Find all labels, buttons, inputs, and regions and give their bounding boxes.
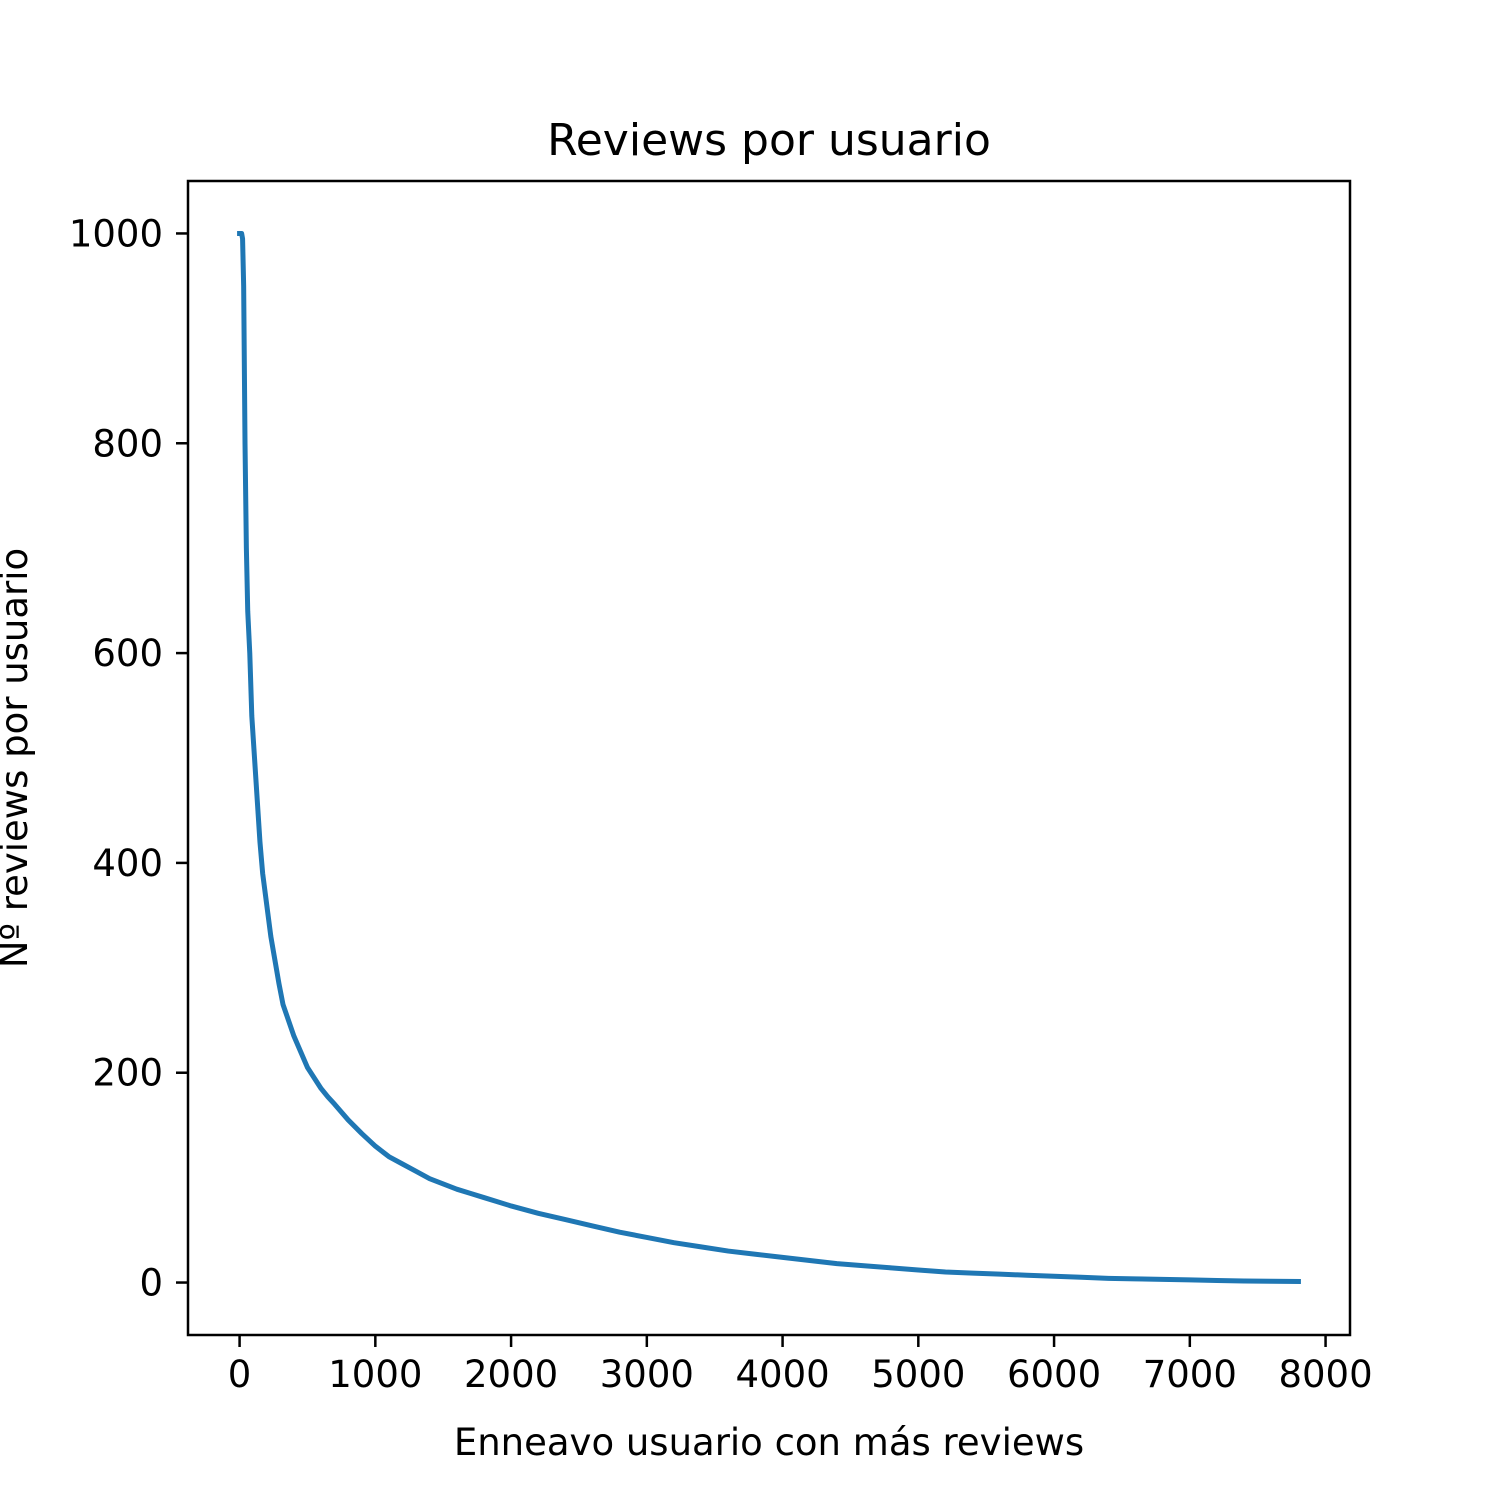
plot-area [237, 230, 1301, 1285]
y-tick-label: 600 [92, 632, 163, 675]
y-tick-label: 800 [92, 422, 163, 465]
chart-title: Reviews por usuario [547, 115, 991, 166]
x-tick-label: 1000 [328, 1353, 422, 1396]
x-tick-label: 2000 [464, 1353, 558, 1396]
x-tick-label: 7000 [1143, 1353, 1237, 1396]
x-axis: 0 1000 2000 3000 4000 5000 6000 7000 8000 [228, 1335, 1373, 1396]
x-tick-label: 5000 [871, 1353, 965, 1396]
y-tick-label: 200 [92, 1052, 163, 1095]
y-tick-label: 0 [139, 1262, 163, 1305]
series-line [237, 230, 1301, 1285]
y-tick-label: 400 [92, 842, 163, 885]
x-tick-label: 4000 [735, 1353, 829, 1396]
y-tick-label: 1000 [69, 212, 163, 255]
x-tick-label: 3000 [600, 1353, 694, 1396]
y-axis: 0 200 400 600 800 1000 [69, 212, 188, 1305]
x-tick-label: 6000 [1007, 1353, 1101, 1396]
x-tick-label: 0 [228, 1353, 252, 1396]
x-tick-label: 8000 [1278, 1353, 1372, 1396]
axes-frame [186, 179, 1352, 1337]
y-axis-label: Nº reviews por usuario [0, 548, 36, 968]
x-axis-label: Enneavo usuario con más reviews [454, 1421, 1084, 1464]
